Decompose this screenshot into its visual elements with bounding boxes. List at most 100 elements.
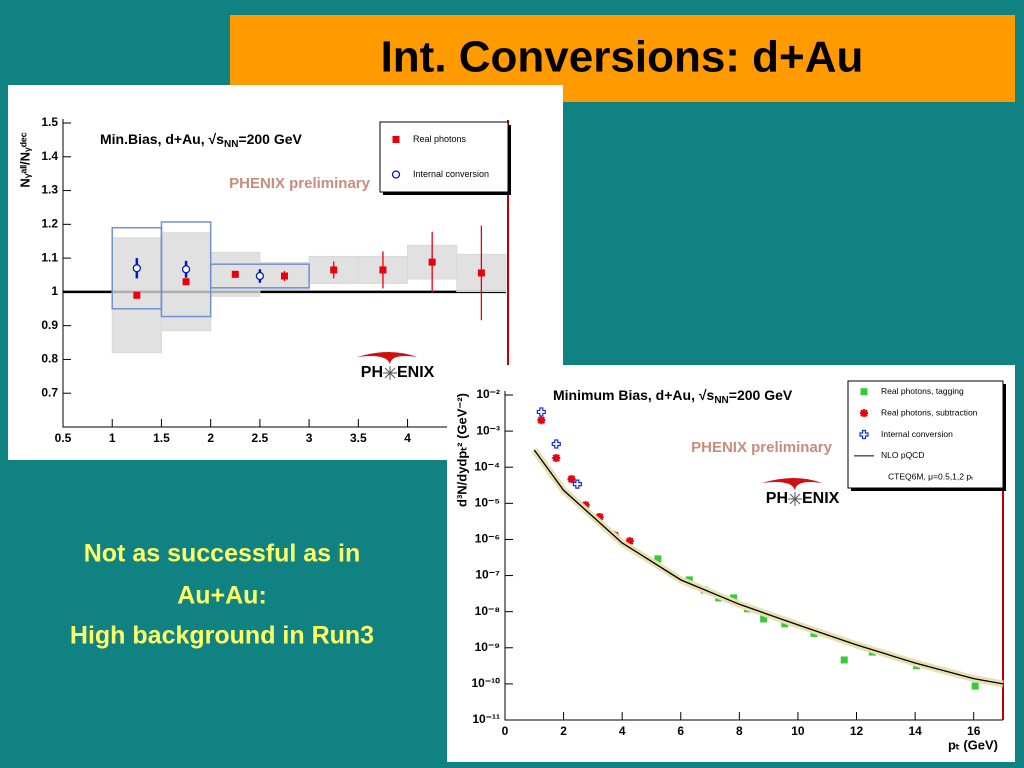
legend-marker: [392, 136, 400, 143]
marker: [551, 439, 561, 449]
x-tick-label: 2.5: [252, 431, 269, 445]
y-axis-label: d³N/dydpₜ² (GeV⁻²): [454, 393, 469, 507]
annotation-part: Minimum Bias, d+Au, √s: [553, 387, 715, 403]
marker: [132, 264, 141, 273]
y-tick-label: 1.3: [41, 183, 58, 197]
legend-label: Real photons, subtraction: [881, 407, 978, 417]
logo-star: [383, 366, 397, 380]
x-tick-label: 4: [404, 431, 411, 445]
legend-note: CTEQ6M, μ=0.5,1,2 pₜ: [888, 472, 974, 482]
y-tick-label: 1: [51, 284, 58, 298]
series-line: [533, 449, 1004, 685]
x-tick-label: 2: [560, 724, 567, 738]
x-tick-label: 3.5: [350, 431, 367, 445]
x-tick-label: 16: [967, 724, 981, 738]
x-tick-label: 1: [109, 431, 116, 445]
legend-label: Real photons: [413, 134, 467, 144]
y-tick-label: 10⁻⁵: [475, 496, 500, 510]
x-tick-label: 3: [306, 431, 313, 445]
marker: [281, 272, 288, 280]
x-tick-label: 0.5: [55, 431, 72, 445]
annotation-part: Min.Bias, d+Au, √s: [100, 131, 224, 147]
caption-line: Au+Au:: [177, 582, 267, 610]
marker: [255, 271, 265, 281]
x-tick-label: 1.5: [153, 431, 170, 445]
y-tick-label: 1.2: [41, 217, 58, 231]
logo-text: PH: [766, 490, 788, 507]
systematic-box: [259, 262, 310, 291]
caption: Not as successful as in Au+Au: High back…: [70, 540, 374, 650]
y-tick-label: 10⁻¹¹: [472, 712, 500, 726]
annotation: Min.Bias, d+Au, √sNN=200 GeV: [100, 131, 303, 150]
logo-swoosh: [357, 352, 417, 365]
x-tick-label: 8: [736, 724, 743, 738]
legend-box: [847, 380, 1004, 489]
marker: [595, 512, 604, 521]
logo-star: [788, 492, 802, 506]
marker: [428, 258, 436, 266]
annotation-part: NN: [224, 139, 238, 150]
spectrum-chart: 10⁻¹¹ 10⁻¹⁰ 10⁻⁹ 10⁻⁸ 10⁻⁷ 10⁻⁶ 10⁻⁵ 10⁻⁴ 10⁻³ 10…: [447, 365, 1015, 762]
legend-label: Real photons, tagging: [881, 386, 964, 396]
marker: [181, 265, 191, 274]
x-tick-label: 10: [791, 724, 805, 738]
y-tick-label: 10⁻⁴: [474, 459, 500, 473]
annotation-part: =200 GeV: [238, 131, 302, 147]
marker: [581, 501, 590, 510]
ratio-chart: 0.7 0.8 0.9 1 1.1 1.2 1.3 1.4 1.5 0.5 1 1.5 2 2.5 3 3.5…: [8, 85, 563, 460]
annotation-part: NN: [714, 395, 728, 406]
logo-swoosh: [762, 478, 822, 491]
marker: [971, 682, 979, 690]
y-tick-label: 10⁻⁸: [475, 604, 500, 618]
y-tick-label: 1.5: [41, 115, 58, 129]
marker: [133, 291, 141, 299]
legend-marker: [860, 409, 868, 418]
y-tick-label: 10⁻⁷: [475, 568, 500, 582]
x-tick-label: 2: [207, 431, 214, 445]
marker: [729, 594, 737, 602]
y-tick-label: 10⁻²: [476, 387, 500, 401]
x-tick-label: 14: [908, 724, 922, 738]
legend-marker: [391, 170, 401, 179]
marker: [552, 454, 561, 463]
marker: [572, 479, 582, 489]
marker: [567, 475, 576, 484]
x-tick-label: 6: [677, 724, 684, 738]
marker: [182, 278, 190, 286]
marker: [536, 407, 546, 417]
y-tick-label: 10⁻¹⁰: [472, 676, 501, 690]
y-tick-label: 10⁻⁶: [475, 532, 500, 546]
y-axis-label: Nᵧᵃˡˡ/Nᵧᵈᵉᶜ: [17, 132, 32, 187]
x-tick-label: 4: [619, 724, 626, 738]
y-tick-label: 0.9: [41, 318, 58, 332]
marker: [537, 416, 546, 425]
legend-label: Internal conversion: [413, 169, 489, 179]
marker: [231, 270, 239, 278]
y-tick-label: 0.8: [41, 352, 58, 366]
marker: [625, 537, 634, 546]
y-tick-label: 1.4: [41, 149, 58, 163]
marker: [760, 615, 768, 623]
legend-marker: [859, 429, 869, 440]
marker: [477, 269, 485, 277]
y-tick-label: 10⁻⁹: [475, 640, 500, 654]
caption-line: High background in Run3: [70, 622, 374, 650]
preliminary-label: PHENIX preliminary: [229, 175, 371, 192]
logo-text: PH: [361, 364, 383, 381]
legend-label: NLO pQCD: [881, 450, 924, 460]
slide-title: Int. Conversions: d+Au: [381, 33, 864, 82]
annotation-part: =200 GeV: [729, 387, 793, 403]
systematic-box: [209, 263, 310, 289]
x-tick-label: 12: [850, 724, 864, 738]
y-tick-label: 1.1: [41, 250, 58, 264]
marker: [840, 656, 848, 664]
annotation: Minimum Bias, d+Au, √sNN=200 GeV: [553, 387, 793, 406]
marker: [379, 266, 387, 274]
x-axis-label: pₜ (GeV): [948, 737, 998, 752]
y-tick-label: 10⁻³: [476, 423, 500, 437]
marker: [654, 555, 662, 563]
logo-text: ENIX: [802, 490, 840, 507]
legend-marker: [860, 388, 868, 396]
